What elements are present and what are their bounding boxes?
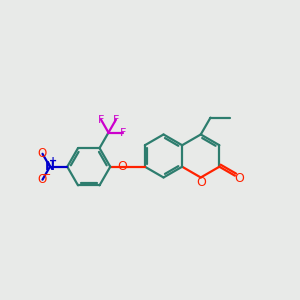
Text: O: O — [38, 173, 47, 186]
Text: F: F — [98, 115, 104, 125]
Text: −: − — [41, 170, 51, 180]
Text: +: + — [50, 156, 58, 166]
Text: N: N — [45, 160, 55, 173]
Text: F: F — [113, 115, 119, 125]
Text: O: O — [235, 172, 244, 185]
Text: O: O — [38, 147, 47, 160]
Text: F: F — [120, 128, 127, 138]
Text: O: O — [196, 176, 206, 189]
Text: O: O — [117, 160, 127, 173]
